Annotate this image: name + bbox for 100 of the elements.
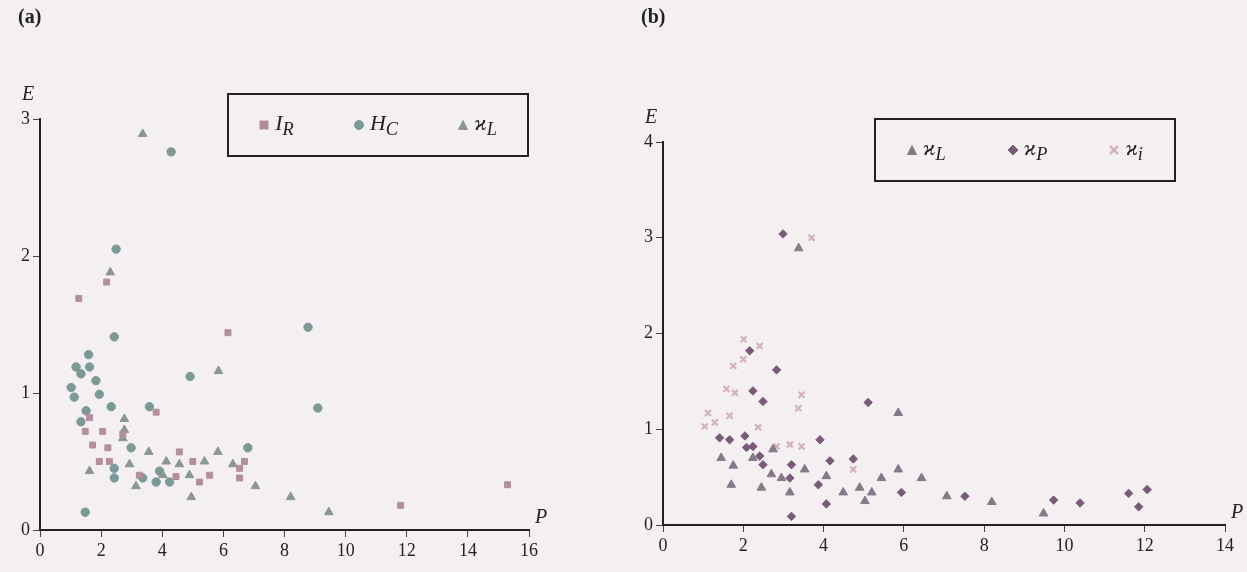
point xyxy=(724,435,735,445)
point xyxy=(786,511,797,522)
y-tick-label: 2 xyxy=(21,244,30,265)
x-axis-title: P xyxy=(1230,500,1244,523)
point xyxy=(748,441,758,452)
point xyxy=(794,404,803,413)
point xyxy=(111,244,121,254)
point xyxy=(504,481,512,489)
point xyxy=(876,472,887,482)
point xyxy=(768,443,778,453)
point xyxy=(175,448,183,456)
x-tick-label: 2 xyxy=(738,534,748,555)
point xyxy=(76,417,86,427)
point xyxy=(86,414,93,422)
point xyxy=(941,490,952,500)
point xyxy=(1142,484,1152,495)
point xyxy=(866,486,877,496)
point xyxy=(174,458,185,468)
point xyxy=(860,495,870,505)
y-tick-label: 3 xyxy=(644,226,653,247)
x-tick-label: 14 xyxy=(458,539,477,560)
point xyxy=(838,486,849,496)
point xyxy=(960,491,970,501)
legend-label: ϰ$_{P}$ xyxy=(1023,134,1048,166)
point xyxy=(224,329,232,337)
point xyxy=(94,389,104,400)
point xyxy=(199,456,210,465)
point xyxy=(785,473,795,483)
point xyxy=(1123,488,1134,499)
point xyxy=(83,349,94,360)
point xyxy=(66,382,76,393)
point xyxy=(725,411,734,420)
y-tick-label: 1 xyxy=(644,417,653,438)
point xyxy=(1133,502,1144,512)
point xyxy=(137,128,148,138)
chart-title: (b) xyxy=(641,5,666,29)
point xyxy=(124,458,135,468)
point xyxy=(758,396,768,407)
point xyxy=(854,482,865,491)
point xyxy=(80,507,90,517)
point xyxy=(105,458,113,465)
point xyxy=(821,470,832,480)
y-axis-title: E xyxy=(20,82,35,105)
x-tick-label: 6 xyxy=(218,539,228,560)
point xyxy=(766,468,777,478)
point xyxy=(71,362,81,372)
point xyxy=(825,456,835,466)
point xyxy=(755,451,765,461)
point xyxy=(236,464,244,472)
legend-label: ϰ$_{L}$ xyxy=(923,134,946,166)
x-tick-label: 14 xyxy=(1216,534,1234,555)
point xyxy=(722,384,731,394)
point xyxy=(76,369,86,379)
point xyxy=(716,452,727,461)
x-tick-label: 8 xyxy=(280,539,289,560)
point xyxy=(184,469,195,479)
point xyxy=(758,459,768,470)
x-tick-label: 10 xyxy=(336,539,355,560)
point xyxy=(213,365,224,375)
y-tick-label: 2 xyxy=(644,322,653,343)
x-axis-title: P xyxy=(534,505,548,528)
point xyxy=(821,499,832,509)
point xyxy=(754,423,763,432)
x-tick-label: 6 xyxy=(899,534,909,555)
point xyxy=(75,295,83,302)
point xyxy=(189,458,197,465)
point xyxy=(196,478,204,486)
point xyxy=(135,471,143,479)
point xyxy=(164,477,175,487)
point xyxy=(748,386,758,396)
point xyxy=(152,408,160,416)
point xyxy=(213,446,223,455)
point xyxy=(119,413,130,423)
legend-label: ϰ$_{i}$ xyxy=(1125,134,1143,166)
point xyxy=(131,480,141,490)
chart-title: (a) xyxy=(18,5,42,29)
y-tick-label: 1 xyxy=(21,381,30,402)
point xyxy=(863,397,873,408)
point xyxy=(228,458,238,468)
x-tick-label: 0 xyxy=(658,534,668,555)
point xyxy=(986,496,997,506)
point xyxy=(69,392,79,402)
point xyxy=(250,480,261,490)
point xyxy=(144,402,155,412)
y-axis-title: E xyxy=(643,105,658,128)
y-tick-label: 4 xyxy=(644,130,653,151)
point xyxy=(1075,498,1085,508)
point xyxy=(186,491,197,501)
point xyxy=(893,407,904,416)
point xyxy=(726,479,737,488)
x-tick-label: 2 xyxy=(96,539,106,560)
point xyxy=(776,472,787,482)
point xyxy=(105,266,116,276)
point xyxy=(745,346,755,356)
point xyxy=(397,501,405,509)
point xyxy=(1048,495,1059,505)
point xyxy=(84,465,95,475)
point xyxy=(236,474,244,482)
point xyxy=(185,371,195,382)
point xyxy=(793,242,804,252)
